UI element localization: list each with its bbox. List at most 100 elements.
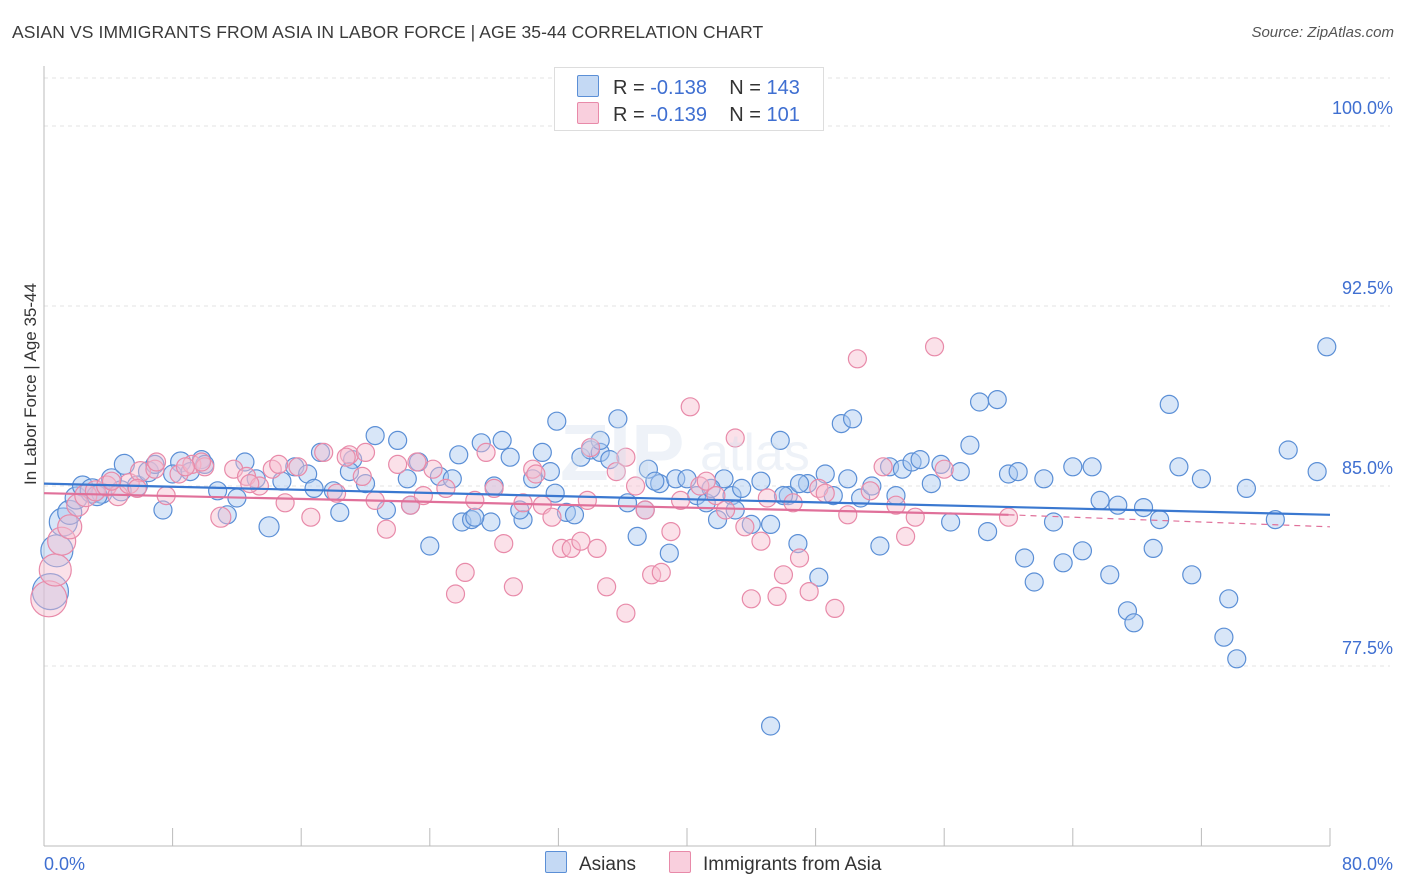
immigrants-point bbox=[269, 454, 289, 474]
asians-point bbox=[532, 442, 552, 462]
immigrants-point bbox=[175, 457, 196, 477]
immigrants-point bbox=[376, 519, 396, 539]
immigrants-point bbox=[145, 459, 165, 479]
asians-point bbox=[397, 469, 417, 489]
asians-point bbox=[659, 543, 679, 563]
immigrants-point bbox=[169, 464, 189, 484]
immigrants-point bbox=[455, 562, 475, 583]
asians-point bbox=[773, 486, 794, 506]
asians-point bbox=[941, 512, 961, 532]
immigrants-point bbox=[896, 526, 916, 547]
immigrants-point bbox=[924, 337, 945, 357]
series-asians-points bbox=[31, 337, 1337, 736]
immigrants-point bbox=[38, 553, 72, 587]
bottom-asians-label: Asians bbox=[579, 854, 637, 875]
asians-point bbox=[153, 500, 173, 520]
watermark-atlas: atlas bbox=[700, 424, 810, 482]
immigrants-point bbox=[210, 506, 232, 528]
immigrants-point bbox=[635, 500, 655, 520]
asians-point bbox=[235, 452, 255, 472]
immigrants-point bbox=[407, 452, 427, 472]
asians-point bbox=[666, 469, 686, 489]
legend-row-immigrants: R = -0.139 N = 101 bbox=[577, 102, 800, 126]
bottom-legend-immigrants: Immigrants from Asia bbox=[669, 851, 881, 876]
asians-point bbox=[1227, 649, 1247, 669]
asians-point bbox=[1191, 469, 1212, 489]
asians-point bbox=[1100, 565, 1120, 585]
immigrants-point bbox=[146, 452, 167, 472]
immigrants-point bbox=[838, 505, 858, 525]
immigrants-point bbox=[30, 580, 68, 618]
asians-point bbox=[442, 469, 462, 489]
asians-point bbox=[1133, 498, 1154, 518]
axes bbox=[43, 66, 1331, 847]
asians-point bbox=[1124, 613, 1144, 633]
asians-point bbox=[608, 409, 628, 429]
asians-point bbox=[365, 426, 385, 446]
asians-point bbox=[137, 461, 160, 483]
immigrants-point bbox=[503, 577, 523, 597]
immigrants-point bbox=[526, 464, 546, 484]
immigrants-point bbox=[696, 471, 716, 491]
immigrants-point bbox=[773, 565, 794, 585]
immigrants-point bbox=[552, 538, 572, 559]
asians-point bbox=[1236, 478, 1257, 498]
immigrants-swatch bbox=[577, 102, 599, 124]
asians-point bbox=[449, 445, 469, 465]
immigrants-point bbox=[288, 457, 308, 477]
asians-point bbox=[707, 509, 728, 530]
asians-point bbox=[571, 447, 591, 467]
immigrants-point bbox=[240, 474, 260, 494]
asians-point bbox=[556, 502, 577, 523]
asians-point bbox=[1214, 627, 1234, 647]
asians-point bbox=[1063, 457, 1083, 477]
immigrants-point bbox=[815, 483, 835, 503]
asians-swatch bbox=[577, 75, 599, 97]
asians-point bbox=[751, 471, 771, 491]
asians-point bbox=[770, 430, 790, 450]
immigrants-point bbox=[680, 397, 700, 417]
asians-r-value: -0.138 bbox=[650, 77, 707, 99]
asians-point bbox=[1143, 538, 1163, 559]
immigrants-point bbox=[661, 521, 681, 542]
immigrants-point bbox=[542, 507, 562, 527]
immigrants-point bbox=[129, 461, 152, 483]
watermark: ZIP bbox=[560, 408, 684, 497]
immigrants-point bbox=[616, 447, 636, 467]
immigrants-point bbox=[352, 466, 372, 486]
asians-point bbox=[921, 474, 941, 494]
asians-r-label: R = bbox=[613, 77, 651, 99]
asians-point bbox=[500, 447, 520, 467]
immigrants-point bbox=[934, 459, 954, 479]
asians-point bbox=[842, 409, 863, 429]
asians-point bbox=[1014, 548, 1035, 568]
asians-point bbox=[645, 471, 665, 491]
asians-point bbox=[388, 430, 408, 450]
immigrants-point bbox=[101, 471, 122, 491]
trend-lines bbox=[43, 482, 1331, 528]
immigrants-point bbox=[767, 586, 787, 607]
immigrants-point bbox=[757, 488, 777, 508]
asians-point bbox=[987, 390, 1007, 410]
immigrants-point bbox=[616, 603, 636, 623]
source-label: Source: ZipAtlas.com bbox=[1251, 24, 1394, 41]
immigrants-point bbox=[275, 493, 295, 513]
chart-title: ASIAN VS IMMIGRANTS FROM ASIA IN LABOR F… bbox=[12, 22, 764, 42]
y-tick-label: 100.0% bbox=[1332, 98, 1393, 118]
asians-point bbox=[950, 462, 970, 482]
immigrants-point bbox=[561, 538, 581, 559]
asians-point bbox=[788, 533, 808, 554]
immigrants-point bbox=[799, 581, 819, 602]
immigrants-n-value: 101 bbox=[766, 104, 800, 126]
asians-point bbox=[590, 430, 610, 450]
immigrants-point bbox=[445, 584, 466, 604]
y-tick-label: 85.0% bbox=[1342, 458, 1393, 478]
y-tick-label: 77.5% bbox=[1342, 638, 1393, 658]
asians-point bbox=[1072, 541, 1093, 561]
immigrants-point bbox=[127, 478, 147, 498]
asians-point bbox=[1008, 462, 1028, 482]
asians-point bbox=[732, 478, 752, 498]
immigrants-point bbox=[597, 577, 617, 597]
y-axis-label: In Labor Force | Age 35-44 bbox=[21, 283, 40, 485]
asians-point bbox=[870, 536, 890, 556]
